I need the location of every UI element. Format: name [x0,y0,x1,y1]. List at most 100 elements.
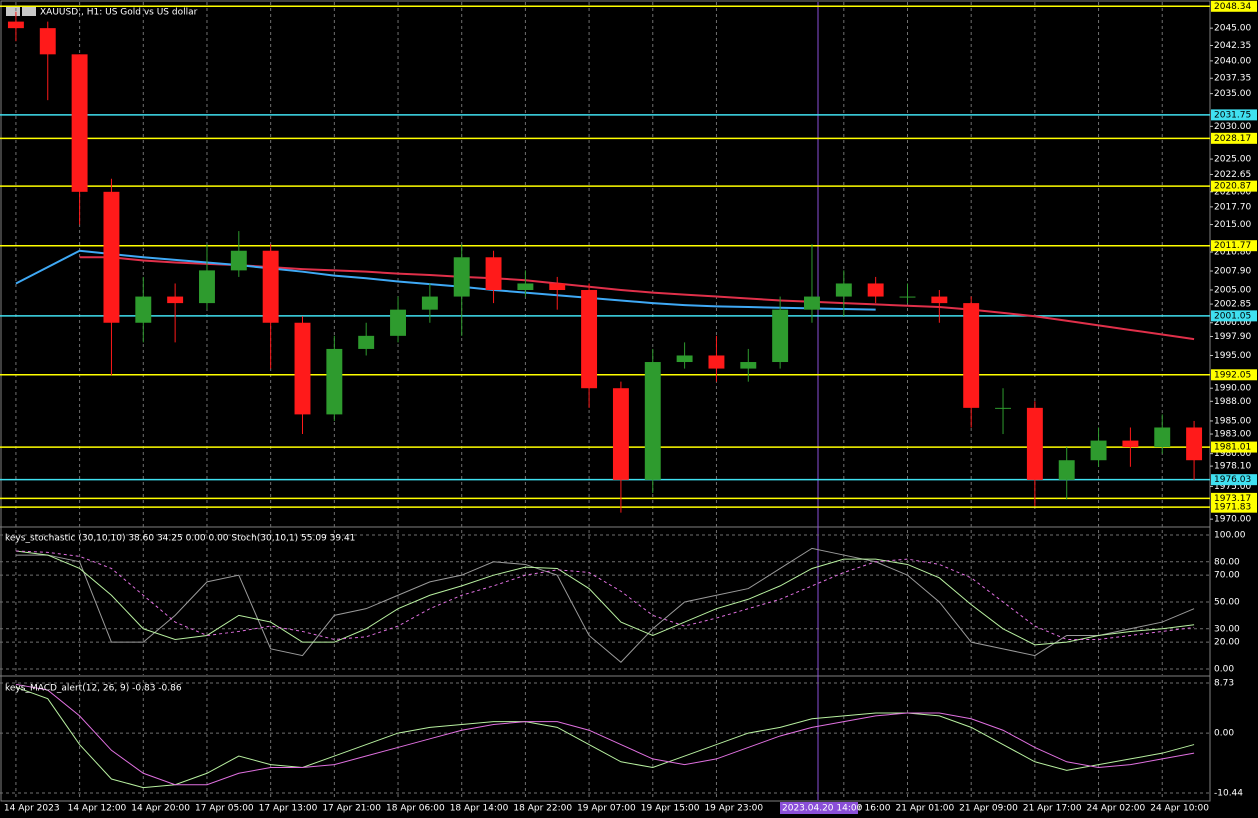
candle-body [899,296,916,298]
candle-body [1154,427,1171,448]
y-tick-label: 50.00 [1214,597,1240,607]
y-tick-label: 1997.90 [1214,332,1251,342]
chart-title: XAUUSD., H1: US Gold vs US dollar [40,8,198,18]
icon [22,7,36,16]
candle-body [103,191,120,323]
level-label: 1976.03 [1214,475,1251,485]
level-label: 2031.75 [1214,110,1251,120]
y-tick-label: 1978.10 [1214,462,1251,472]
x-tick-label: 24 Apr 02:00 [1087,804,1146,814]
y-tick-label: 2000.00 [1214,318,1251,328]
candle-body [1090,440,1107,461]
y-tick-label: 1990.00 [1214,384,1251,394]
crosshair-label-bg [780,802,858,814]
level-label-bg [1211,240,1257,252]
candle-body [644,362,661,480]
candle-body [71,54,88,192]
candle-body [804,296,820,310]
indicator-title: keys_MACD_alert(12, 26, 9) -0.83 -0.86 [5,684,182,694]
crosshair-label: 2023.04.20 14:00 [782,804,863,814]
candle-body [390,309,406,336]
y-tick-label: 1970.00 [1214,515,1251,525]
y-tick-label: 2007.90 [1214,267,1251,277]
y-tick-label: 1980.00 [1214,449,1251,459]
y-tick-label: 70.00 [1214,571,1240,581]
candle-body [7,21,24,29]
level-label: 2011.77 [1214,241,1251,251]
candle-body [1058,460,1075,480]
x-tick-label: 18 Apr 06:00 [386,804,445,814]
x-tick-label: 14 Apr 20:00 [131,804,190,814]
level-label-bg [1211,109,1257,121]
level-label: 2028.17 [1214,134,1251,144]
y-tick-label: 2035.00 [1214,89,1251,99]
candle-body [262,250,279,323]
level-label: 2048.34 [1214,2,1251,12]
candle-body [1026,407,1043,480]
x-tick-label: 19 Apr 23:00 [704,804,763,814]
candle-body [1122,440,1139,448]
level-label: 1981.01 [1214,443,1251,453]
level-label: 1973.17 [1214,494,1251,504]
level-label: 1971.83 [1214,503,1251,513]
candle-body [517,283,534,291]
y-tick-label: 2015.00 [1214,220,1251,230]
x-tick-label: 14 Apr 2023 [4,804,60,814]
x-tick-label: 18 Apr 22:00 [513,804,572,814]
y-tick-label: 8.73 [1214,678,1234,688]
y-tick-label: 1995.00 [1214,351,1251,361]
level-label-bg [1211,501,1257,513]
y-tick-label: 0.00 [1214,729,1234,739]
level-label-bg [1211,369,1257,381]
candle-body [1186,427,1203,461]
candle-body [612,388,629,480]
x-tick-label: 17 Apr 13:00 [259,804,318,814]
x-tick-label: 18 Apr 14:00 [450,804,509,814]
y-tick-label: 2017.70 [1214,202,1251,212]
y-tick-label: 2025.00 [1214,155,1251,165]
candle-body [358,335,375,349]
y-tick-label: 2045.00 [1214,24,1251,34]
level-label-bg [1211,474,1257,486]
level-label-bg [1211,492,1257,504]
y-tick-label: 30.00 [1214,624,1240,634]
icon [6,7,20,16]
candle-body [453,257,470,297]
candle-body [963,303,980,408]
y-tick-label: 1985.00 [1214,416,1251,426]
level-label: 2020.87 [1214,182,1251,192]
y-tick-label: 2002.85 [1214,300,1251,310]
y-tick-label: 80.00 [1214,557,1240,567]
candle-body [135,296,152,323]
candle-body [835,283,852,297]
level-label-bg [1211,0,1257,12]
x-tick-label: 21 Apr 01:00 [896,804,955,814]
candle-body [39,28,56,55]
x-tick-label: 21 Apr 17:00 [1023,804,1082,814]
candle-body [772,309,789,363]
level-label: 1992.05 [1214,370,1251,380]
candle-body [740,362,757,369]
y-tick-label: 2020.00 [1214,187,1251,197]
y-tick-label: 20.00 [1214,638,1240,648]
y-tick-label: -10.44 [1214,788,1243,798]
y-tick-label: 2037.35 [1214,74,1251,84]
candle-body [676,355,693,363]
y-tick-label: 0.00 [1214,664,1234,674]
y-tick-label: 100.00 [1214,530,1246,540]
candle-body [708,355,725,369]
level-label-bg [1211,441,1257,453]
indicator-line [15,683,1195,786]
candle-body [995,407,1011,409]
candle-body [867,283,884,297]
candle-body [421,296,438,310]
y-tick-label: 1975.00 [1214,482,1251,492]
candle-body [294,322,311,415]
candle-body [581,290,598,389]
moving-average [15,249,876,311]
x-tick-label: 14 Apr 12:00 [68,804,127,814]
indicator-title: keys_stochastic (30,10,10) 38.60 34.25 0… [5,534,355,544]
